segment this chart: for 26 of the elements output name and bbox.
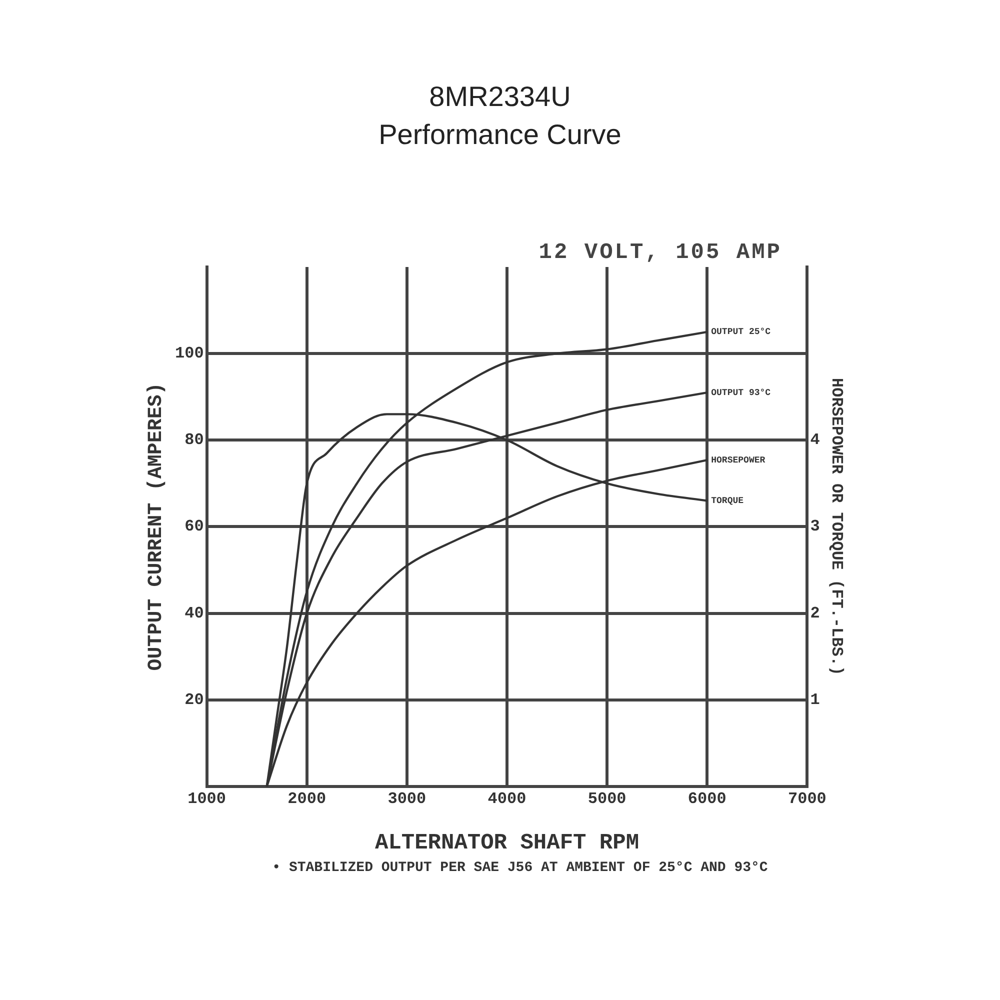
y-tick-label: 40 <box>184 604 204 622</box>
y2-tick-label: 3 <box>810 518 820 536</box>
y-tick-label: 80 <box>184 431 204 450</box>
y-tick-label: 60 <box>184 518 204 536</box>
x-tick-label: 5000 <box>588 790 626 808</box>
y2-tick-label: 4 <box>810 431 820 450</box>
y2-axis-title: HORSEPOWER OR TORQUE (FT.-LBS.) <box>827 378 846 676</box>
series-label: TORQUE <box>711 496 744 506</box>
x-tick-label: 4000 <box>488 790 526 808</box>
y-tick-label: 100 <box>174 344 204 363</box>
series-label: OUTPUT 93°C <box>711 388 772 398</box>
text: • STABILIZED OUTPUT PER SAE J56 AT AMBIENT OF 25°C AND 93°C <box>271 860 769 876</box>
y-axis-title: OUTPUT CURRENT (AMPERES) <box>145 382 168 671</box>
x-tick-label: 3000 <box>388 790 426 808</box>
series-label: HORSEPOWER <box>711 455 766 466</box>
y-tick-label: 20 <box>184 690 204 709</box>
y2-tick-label: 1 <box>810 690 820 709</box>
y2-tick-label: 2 <box>810 604 820 622</box>
x-tick-label: 2000 <box>288 790 326 808</box>
x-axis-title: ALTERNATOR SHAFT RPM <box>374 830 640 856</box>
x-tick-label: 1000 <box>188 790 226 808</box>
chart-subtitle: 12 VOLT, 105 AMP <box>538 240 782 265</box>
chart-title: 8MR2334U Performance Curve <box>378 80 622 152</box>
x-tick-label: 7000 <box>788 790 826 808</box>
series-label: OUTPUT 25°C <box>711 327 772 338</box>
x-tick-label: 6000 <box>688 790 726 808</box>
